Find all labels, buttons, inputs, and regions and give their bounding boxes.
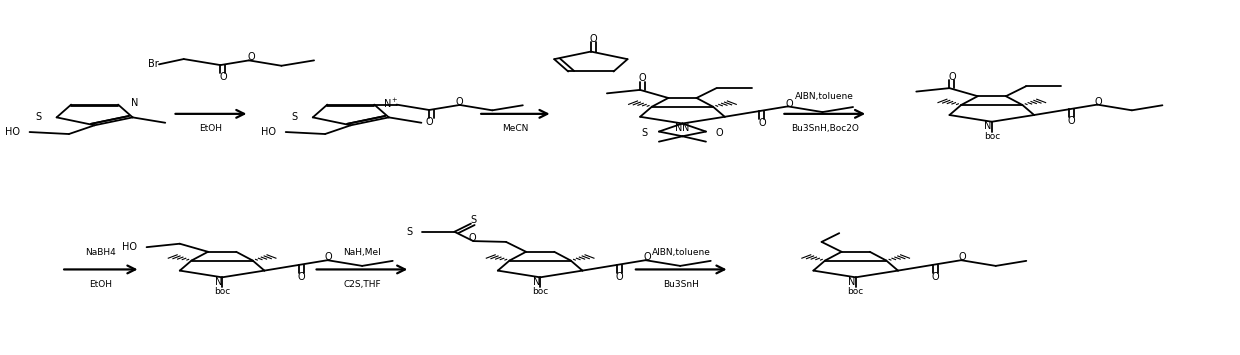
- Text: O: O: [715, 128, 723, 138]
- Text: O: O: [219, 72, 227, 82]
- Text: N: N: [682, 123, 689, 133]
- Text: N: N: [985, 121, 992, 131]
- Text: S: S: [35, 113, 41, 122]
- Text: AIBN,toluene: AIBN,toluene: [652, 248, 711, 257]
- Text: HO: HO: [122, 242, 136, 252]
- Text: O: O: [298, 272, 305, 282]
- Text: S: S: [641, 128, 647, 138]
- Text: O: O: [425, 116, 433, 127]
- Text: EtOH: EtOH: [200, 124, 222, 133]
- Text: O: O: [785, 99, 792, 109]
- Text: boc: boc: [532, 287, 548, 296]
- Text: Bu3SnH,Boc2O: Bu3SnH,Boc2O: [791, 124, 858, 133]
- Text: O: O: [758, 118, 765, 128]
- Text: S: S: [405, 227, 412, 237]
- Text: Br: Br: [149, 59, 159, 69]
- Text: EtOH: EtOH: [89, 280, 113, 289]
- Text: NaH,MeI: NaH,MeI: [343, 248, 381, 257]
- Text: N$^+$: N$^+$: [383, 97, 398, 110]
- Text: C2S,THF: C2S,THF: [343, 280, 381, 289]
- Text: boc: boc: [848, 287, 864, 296]
- Text: N: N: [533, 277, 541, 287]
- Text: Bu3SnH: Bu3SnH: [663, 280, 699, 289]
- Text: N: N: [848, 277, 856, 287]
- Text: boc: boc: [215, 287, 231, 296]
- Text: O: O: [959, 252, 966, 262]
- Text: O: O: [949, 71, 956, 82]
- Text: S: S: [291, 113, 298, 122]
- Text: O: O: [1068, 116, 1075, 126]
- Text: O: O: [1095, 97, 1102, 107]
- Text: O: O: [248, 52, 255, 62]
- Text: O: O: [644, 252, 651, 262]
- Text: MeCN: MeCN: [502, 124, 528, 133]
- Text: N: N: [215, 277, 222, 287]
- Text: N: N: [130, 98, 138, 108]
- Text: N: N: [675, 123, 682, 133]
- Text: O: O: [931, 272, 939, 282]
- Text: O: O: [589, 34, 598, 44]
- Text: S: S: [470, 215, 476, 225]
- Text: O: O: [616, 272, 624, 282]
- Text: NaBH4: NaBH4: [86, 248, 117, 257]
- Text: O: O: [456, 97, 464, 107]
- Text: AIBN,toluene: AIBN,toluene: [795, 92, 854, 102]
- Text: O: O: [325, 252, 332, 262]
- Text: O: O: [639, 73, 646, 83]
- Text: HO: HO: [5, 127, 20, 137]
- Text: O: O: [469, 233, 476, 243]
- Text: HO: HO: [260, 127, 275, 137]
- Text: boc: boc: [983, 132, 999, 141]
